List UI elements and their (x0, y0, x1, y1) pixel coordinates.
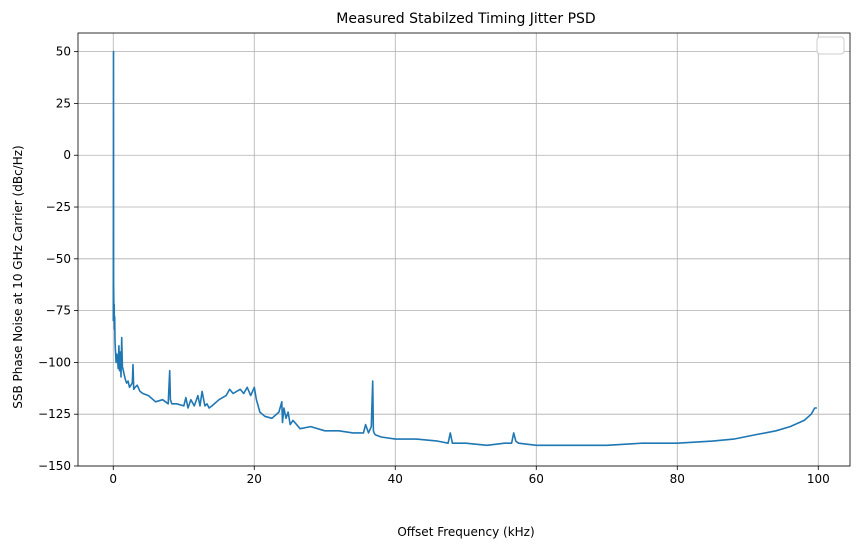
y-tick-label: −75 (46, 304, 71, 318)
y-tick-label: 0 (63, 148, 71, 162)
x-tick-label: 20 (247, 472, 262, 486)
plot-frame (77, 32, 851, 467)
chart-title: Measured Stabilzed Timing Jitter PSD (336, 11, 595, 27)
legend-box (816, 36, 845, 55)
y-axis-label: SSB Phase Noise at 10 GHz Carrier (dBc/H… (11, 145, 25, 408)
x-tick-label: 60 (529, 472, 544, 486)
y-tick-label: 25 (56, 96, 71, 110)
series-line (112, 50, 817, 447)
x-tick-label: 0 (109, 472, 117, 486)
grid-lines (78, 33, 850, 467)
y-axis-ticks: −150 −125 −100 −75 −50 −25 0 25 50 (38, 45, 78, 473)
x-axis-ticks: 0 20 40 60 80 100 (109, 466, 830, 486)
series-layer (112, 50, 817, 447)
x-tick-label: 80 (670, 472, 685, 486)
y-tick-label: −25 (46, 200, 71, 214)
y-tick-label: −50 (46, 252, 71, 266)
y-tick-label: 50 (56, 45, 71, 59)
y-tick-label: −125 (38, 407, 71, 421)
x-axis-label: Offset Frequency (kHz) (397, 525, 534, 539)
y-tick-label: −150 (38, 459, 71, 473)
y-tick-label: −100 (38, 355, 71, 369)
x-tick-label: 100 (807, 472, 830, 486)
x-tick-label: 40 (388, 472, 403, 486)
